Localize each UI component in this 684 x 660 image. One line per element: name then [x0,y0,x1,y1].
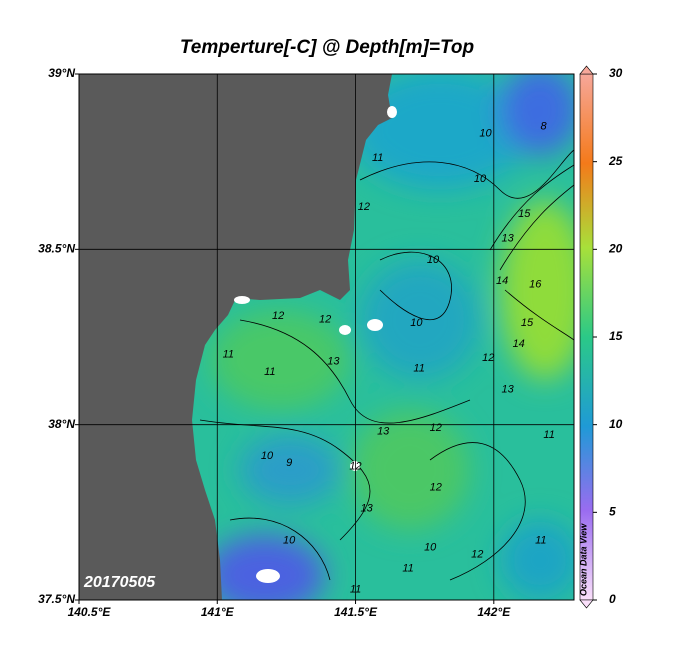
contour-label: 11 [264,366,275,378]
contour-label: 10 [479,128,492,140]
contour-label: 10 [424,541,437,553]
contour-label: 11 [543,429,554,441]
colorbar-tick-label: 0 [609,592,616,606]
date-label: 20170505 [83,574,156,591]
contour-label: 11 [402,562,413,574]
y-tick-label: 39°N [48,66,75,80]
watermark: Ocean Data View [578,523,588,596]
contour-label: 11 [223,348,234,360]
colorbar-tick-label: 25 [608,154,623,168]
contour-label: 13 [502,233,515,245]
colorbar [579,73,594,601]
x-tick-label: 141°E [201,605,235,619]
colorbar-tick-label: 10 [609,417,623,431]
contour-label: 12 [272,310,284,322]
colorbar-cap [579,599,594,609]
contour-label: 9 [286,457,292,469]
colorbar-tick-label: 20 [608,242,623,256]
contour-label: 10 [261,450,274,462]
colorbar-tick-label: 15 [609,329,623,343]
contour-lines [199,149,574,581]
x-tick-label: 141.5°E [334,605,378,619]
contour-label: 8 [541,121,548,133]
data-gaps [234,106,397,583]
contour-label: 13 [377,426,390,438]
colorbar-cap [579,65,594,75]
colorbar-tick-label: 30 [609,66,623,80]
x-tick-label: 140.5°E [68,605,112,619]
contour-label: 13 [327,355,340,367]
contour-label: 12 [319,313,331,325]
contour-label: 15 [521,317,534,329]
title: Temperture[-C] @ Depth[m]=Top [180,37,474,58]
contour-label: 13 [502,384,515,396]
y-tick-label: 37.5°N [38,592,75,606]
contour-label: 12 [471,548,483,560]
y-tick-label: 38°N [48,417,75,431]
y-tick-label: 38.5°N [38,242,75,256]
contour-label: 10 [283,534,296,546]
contour-label: 12 [430,422,442,434]
contour-label: 13 [360,503,373,515]
contour-label: 12 [358,201,370,213]
contour-label: 14 [496,275,508,287]
contour-label: 10 [410,317,423,329]
land [79,74,392,600]
contour-label: 16 [529,278,542,290]
contour-label: 10 [474,173,487,185]
colorbar-tick-label: 5 [609,505,616,519]
contour-label: 12 [430,482,442,494]
contour-label: 11 [372,152,383,164]
contour-label: 10 [427,254,440,266]
contour-label: 15 [518,208,531,220]
contour-label: 12 [482,352,494,364]
contour-label: 11 [350,583,361,595]
contour-label: 12 [349,461,361,473]
sea-field [79,74,574,600]
contour-label: 11 [535,534,546,546]
x-tick-label: 142°E [477,605,511,619]
contour-label: 11 [413,362,424,374]
contour-label: 14 [513,338,525,350]
